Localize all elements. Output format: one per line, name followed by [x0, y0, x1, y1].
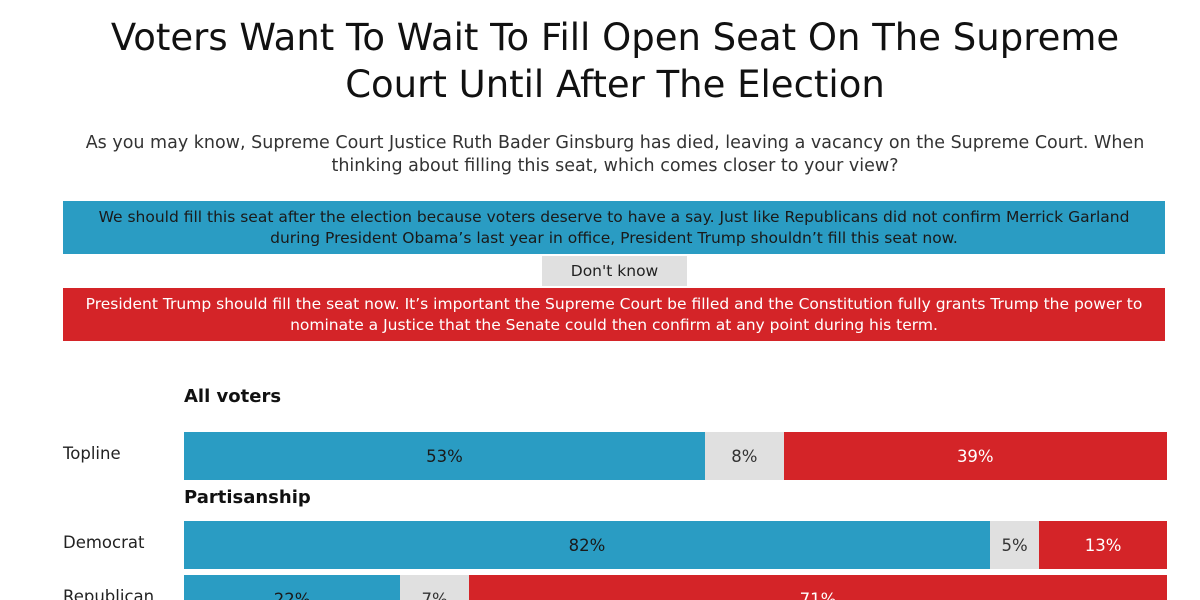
data-label: 53%: [426, 446, 463, 466]
data-label: 7%: [421, 589, 448, 600]
group-heading: Partisanship: [184, 487, 311, 508]
data-label: 13%: [1084, 535, 1122, 555]
segment-dont-know: 7%: [400, 575, 470, 600]
bar-row: 22% 7% 71%: [184, 575, 1167, 600]
segment-dont-know: 8%: [704, 432, 784, 480]
data-label: 5%: [1001, 535, 1028, 555]
segment-wait: 82%: [184, 521, 991, 569]
row-label: Republican: [63, 587, 155, 600]
segment-dont-know: 5%: [990, 521, 1040, 569]
chart-title: Voters Want To Wait To Fill Open Seat On…: [110, 16, 1120, 106]
chart-subtitle: As you may know, Supreme Court Justice R…: [85, 133, 1145, 176]
legend-wait: We should fill this seat after the elect…: [63, 201, 1165, 254]
row-label: Democrat: [63, 533, 145, 552]
data-label: 71%: [799, 589, 837, 600]
row-label: Topline: [63, 444, 121, 463]
segment-wait: 22%: [184, 575, 401, 600]
legend-dont-know: Don't know: [542, 256, 687, 286]
data-label: 39%: [956, 446, 994, 466]
bar-row: 53% 8% 39%: [184, 432, 1167, 480]
data-label: 82%: [568, 535, 606, 555]
legend-fill: President Trump should fill the seat now…: [63, 288, 1165, 341]
segment-wait: 53%: [184, 432, 705, 480]
bar-row: 82% 5% 13%: [184, 521, 1167, 569]
segment-fill: 39%: [783, 432, 1167, 480]
group-heading: All voters: [184, 386, 282, 407]
data-label: 22%: [273, 589, 311, 600]
data-label: 8%: [731, 446, 758, 466]
segment-fill: 13%: [1039, 521, 1167, 569]
segment-fill: 71%: [469, 575, 1167, 600]
